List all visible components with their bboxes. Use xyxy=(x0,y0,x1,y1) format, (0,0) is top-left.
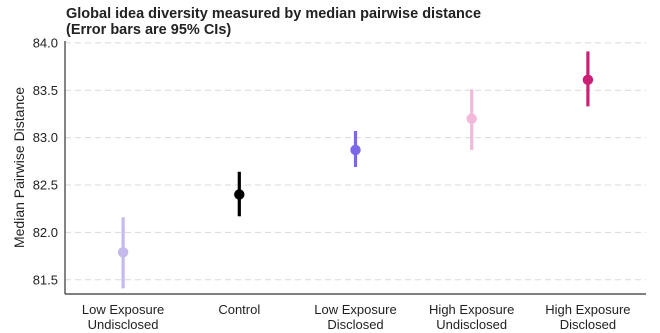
x-tick-label-line: High Exposure xyxy=(429,302,514,317)
x-tick-label: High Exposure Disclosed xyxy=(545,302,630,332)
data-point xyxy=(466,113,477,124)
x-tick-label-line: Low Exposure xyxy=(82,302,164,317)
chart-title: Global idea diversity measured by median… xyxy=(66,6,481,38)
x-tick-label: Low Exposure Undisclosed xyxy=(82,302,164,332)
y-tick-label: 84.0 xyxy=(33,35,58,50)
y-tick-label: 83.5 xyxy=(33,83,58,98)
x-tick-label: High Exposure Undisclosed xyxy=(429,302,514,332)
y-tick-label: 83.0 xyxy=(33,130,58,145)
x-tick-label-line: Undisclosed xyxy=(436,317,507,332)
y-axis-label: Median Pairwise Distance xyxy=(11,87,27,248)
data-point xyxy=(350,144,361,156)
y-tick-label: 81.5 xyxy=(33,272,58,287)
chart-title-line-2: (Error bars are 95% CIs) xyxy=(66,22,232,38)
x-tick-label-line: Disclosed xyxy=(327,317,383,332)
x-tick-label-line: Disclosed xyxy=(560,317,616,332)
x-tick-label: Control xyxy=(218,302,260,317)
data-point xyxy=(582,74,594,86)
chart-title-line-1: Global idea diversity measured by median… xyxy=(66,6,482,22)
y-tick-label: 82.0 xyxy=(33,225,58,240)
data-point xyxy=(117,247,129,258)
x-tick-label: Low Exposure Disclosed xyxy=(314,302,396,332)
data-point xyxy=(234,189,245,200)
x-tick-label-line: Control xyxy=(218,302,260,317)
x-tick-label-line: Undisclosed xyxy=(88,317,159,332)
y-tick-label: 82.5 xyxy=(33,178,58,193)
x-tick-label-line: Low Exposure xyxy=(314,302,396,317)
x-tick-label-line: High Exposure xyxy=(545,302,630,317)
